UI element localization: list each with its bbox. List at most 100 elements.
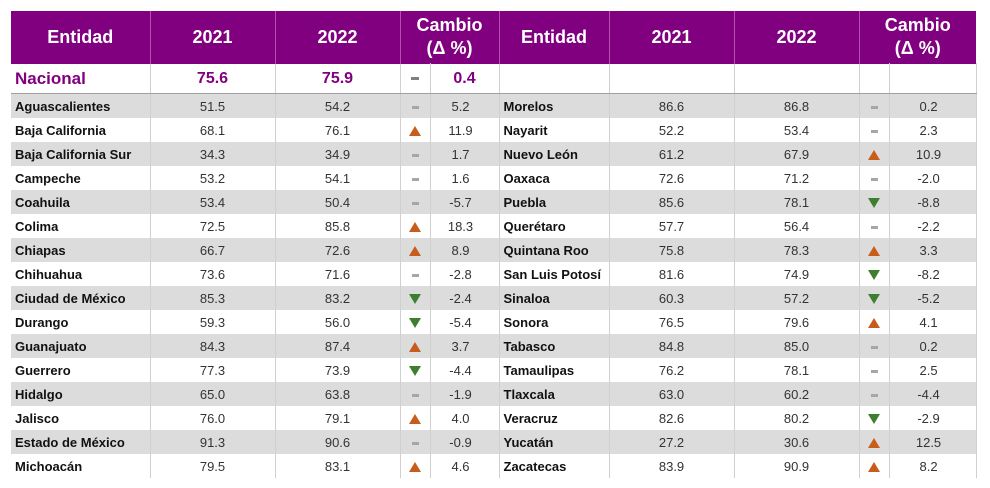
state-name: Morelos bbox=[499, 93, 610, 118]
state-name: Sinaloa bbox=[499, 286, 610, 310]
equal-icon bbox=[870, 369, 878, 373]
change-value: 8.9 bbox=[430, 238, 500, 262]
state-name: Tamaulipas bbox=[499, 358, 610, 382]
value-2021: 76.0 bbox=[150, 406, 276, 430]
change-value: -8.2 bbox=[889, 262, 977, 286]
triangle-up-icon bbox=[868, 246, 881, 257]
trend-indicator bbox=[400, 166, 431, 190]
value-2021: 59.3 bbox=[150, 310, 276, 334]
change-value: 1.6 bbox=[430, 166, 500, 190]
state-name: Jalisco bbox=[11, 406, 151, 430]
state-name: Nuevo León bbox=[499, 142, 610, 166]
value-2021: 53.4 bbox=[150, 190, 276, 214]
value-2022: 72.6 bbox=[275, 238, 401, 262]
change-value: -2.2 bbox=[889, 214, 977, 238]
header-cambio-line1: Cambio bbox=[884, 15, 951, 35]
trend-indicator bbox=[400, 430, 431, 454]
value-2021: 81.6 bbox=[609, 262, 735, 286]
change-value: 4.0 bbox=[430, 406, 500, 430]
value-2022: 78.1 bbox=[734, 190, 860, 214]
empty-cell bbox=[889, 63, 977, 94]
trend-indicator bbox=[400, 214, 431, 238]
trend-indicator bbox=[400, 93, 431, 118]
change-value: -2.4 bbox=[430, 286, 500, 310]
trend-indicator bbox=[400, 382, 431, 406]
value-2021: 53.2 bbox=[150, 166, 276, 190]
value-2021: 84.8 bbox=[609, 334, 735, 358]
table-row: Hidalgo 65.0 63.8 -1.9 Tlaxcala 63.0 60.2 -4.4 bbox=[11, 382, 977, 406]
value-2022: 74.9 bbox=[734, 262, 860, 286]
value-2022: 71.2 bbox=[734, 166, 860, 190]
change-value: 2.3 bbox=[889, 118, 977, 142]
value-2022: 90.9 bbox=[734, 454, 860, 478]
table-row: Coahuila 53.4 50.4 -5.7 Puebla 85.6 78.1 -8.8 bbox=[11, 190, 977, 214]
value-2021: 91.3 bbox=[150, 430, 276, 454]
change-value: 3.7 bbox=[430, 334, 500, 358]
nacional-change: 0.4 bbox=[430, 63, 500, 94]
trend-indicator bbox=[859, 262, 890, 286]
state-name: Chihuahua bbox=[11, 262, 151, 286]
change-value: -2.8 bbox=[430, 262, 500, 286]
trend-indicator bbox=[859, 406, 890, 430]
value-2022: 73.9 bbox=[275, 358, 401, 382]
header-2022: 2022 bbox=[734, 11, 860, 64]
header-cambio: Cambio (Δ %) bbox=[400, 11, 500, 64]
table-row: Jalisco 76.0 79.1 4.0 Veracruz 82.6 80.2 -2.9 bbox=[11, 406, 977, 430]
value-2022: 79.6 bbox=[734, 310, 860, 334]
triangle-down-icon bbox=[868, 414, 881, 425]
trend-indicator bbox=[859, 238, 890, 262]
value-2021: 51.5 bbox=[150, 93, 276, 118]
value-2021: 79.5 bbox=[150, 454, 276, 478]
state-name: Hidalgo bbox=[11, 382, 151, 406]
change-value: 11.9 bbox=[430, 118, 500, 142]
value-2022: 60.2 bbox=[734, 382, 860, 406]
state-name: Michoacán bbox=[11, 454, 151, 478]
empty-cell bbox=[609, 63, 735, 94]
table-row: Baja California 68.1 76.1 11.9 Nayarit 52.2 53… bbox=[11, 118, 977, 142]
value-2021: 57.7 bbox=[609, 214, 735, 238]
table-row: Michoacán 79.5 83.1 4.6 Zacatecas 83.9 90.9 8.2 bbox=[11, 454, 977, 478]
trend-indicator bbox=[400, 262, 431, 286]
table-row: Guanajuato 84.3 87.4 3.7 Tabasco 84.8 85.0 0.2 bbox=[11, 334, 977, 358]
state-name: Tabasco bbox=[499, 334, 610, 358]
change-value: 0.2 bbox=[889, 334, 977, 358]
equal-icon bbox=[411, 76, 419, 80]
equal-icon bbox=[411, 153, 419, 157]
value-2021: 34.3 bbox=[150, 142, 276, 166]
trend-indicator bbox=[400, 118, 431, 142]
table-row: Guerrero 77.3 73.9 -4.4 Tamaulipas 76.2 78.1 2.… bbox=[11, 358, 977, 382]
header-cambio: Cambio (Δ %) bbox=[859, 11, 977, 64]
trend-indicator bbox=[400, 406, 431, 430]
state-name: San Luis Potosí bbox=[499, 262, 610, 286]
change-value: -5.7 bbox=[430, 190, 500, 214]
state-name: Guanajuato bbox=[11, 334, 151, 358]
value-2021: 83.9 bbox=[609, 454, 735, 478]
triangle-up-icon bbox=[409, 126, 421, 137]
equal-icon bbox=[870, 129, 878, 133]
value-2021: 75.8 bbox=[609, 238, 735, 262]
equal-icon bbox=[870, 345, 878, 349]
equal-icon bbox=[411, 105, 419, 109]
triangle-down-icon bbox=[409, 318, 421, 329]
equal-icon bbox=[411, 393, 419, 397]
value-2022: 80.2 bbox=[734, 406, 860, 430]
trend-indicator bbox=[400, 238, 431, 262]
value-2022: 83.1 bbox=[275, 454, 401, 478]
value-2021: 61.2 bbox=[609, 142, 735, 166]
value-2022: 30.6 bbox=[734, 430, 860, 454]
value-2022: 83.2 bbox=[275, 286, 401, 310]
trend-indicator bbox=[859, 93, 890, 118]
trend-indicator bbox=[400, 334, 431, 358]
triangle-up-icon bbox=[868, 150, 881, 161]
change-value: 2.5 bbox=[889, 358, 977, 382]
trend-indicator bbox=[859, 382, 890, 406]
value-2022: 79.1 bbox=[275, 406, 401, 430]
trend-indicator bbox=[400, 142, 431, 166]
triangle-up-icon bbox=[868, 318, 881, 329]
triangle-down-icon bbox=[409, 366, 421, 377]
data-table: Entidad 2021 2022 Cambio (Δ %) Entidad 2… bbox=[11, 11, 977, 478]
change-value: 18.3 bbox=[430, 214, 500, 238]
value-2021: 72.5 bbox=[150, 214, 276, 238]
value-2021: 82.6 bbox=[609, 406, 735, 430]
state-name: Baja California Sur bbox=[11, 142, 151, 166]
